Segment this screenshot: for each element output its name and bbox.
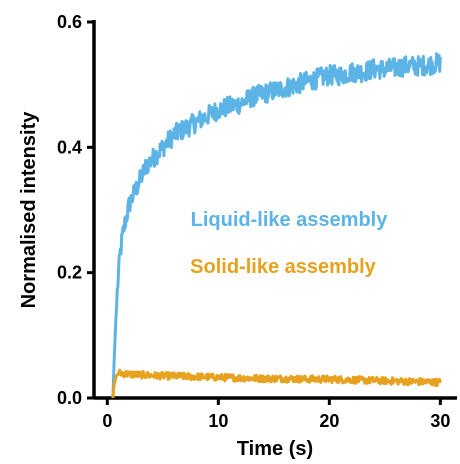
series-line-liquid-like — [111, 52, 442, 399]
x-tick-label: 30 — [430, 411, 450, 431]
y-tick-label: 0.6 — [57, 12, 82, 32]
x-tick-label: 20 — [319, 411, 339, 431]
series-lines — [111, 52, 442, 399]
series-label-liquid-like: Liquid-like assembly — [191, 209, 389, 231]
axes — [92, 20, 457, 400]
y-tick-label: 0.2 — [57, 263, 82, 283]
series-line-solid-like — [111, 368, 442, 399]
y-tick-label: 0.0 — [57, 388, 82, 408]
y-ticks: 0.0 0.2 0.4 0.6 — [57, 12, 94, 408]
series-label-solid-like: Solid-like assembly — [190, 256, 377, 278]
x-axis-title: Time (s) — [237, 438, 313, 460]
y-tick-label: 0.4 — [57, 137, 82, 157]
x-ticks: 0 10 20 30 — [102, 398, 450, 431]
series-labels: Liquid-like assembly Solid-like assembly — [190, 209, 388, 278]
y-axis-title: Normalised intensity — [18, 111, 40, 309]
x-tick-label: 10 — [208, 411, 228, 431]
x-tick-label: 0 — [102, 411, 112, 431]
